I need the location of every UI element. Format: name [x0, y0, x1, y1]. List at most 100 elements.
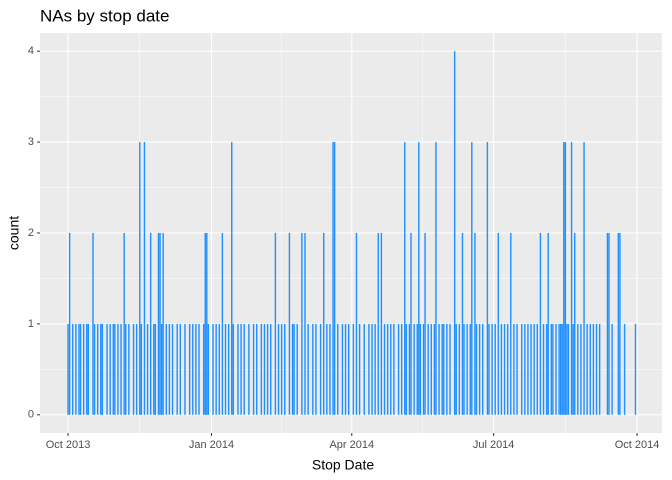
bar — [301, 233, 303, 415]
bar — [149, 233, 152, 415]
bar — [416, 323, 418, 415]
bar — [424, 233, 426, 415]
bar — [405, 323, 408, 415]
bar — [237, 323, 239, 415]
bar — [533, 323, 535, 415]
bar — [617, 233, 620, 415]
bar — [368, 323, 370, 415]
bar — [284, 323, 286, 415]
bar — [79, 323, 82, 415]
bar — [82, 323, 85, 415]
bar — [419, 323, 422, 415]
bar — [332, 142, 334, 415]
bar — [109, 323, 111, 415]
bar — [75, 323, 77, 415]
bar — [347, 323, 350, 415]
bar — [221, 233, 224, 415]
bar — [67, 323, 69, 415]
bar — [471, 142, 473, 415]
bar — [583, 142, 585, 415]
bar — [530, 323, 532, 415]
bar — [474, 233, 476, 415]
bar — [154, 323, 157, 415]
bar — [374, 323, 376, 415]
bar — [390, 323, 392, 415]
bar — [96, 323, 99, 415]
bar — [574, 233, 576, 415]
bar — [545, 323, 548, 415]
chart-title: NAs by stop date — [40, 6, 169, 25]
y-tick-label: 2 — [28, 227, 34, 239]
bar — [393, 323, 395, 415]
bar — [86, 323, 88, 415]
bar — [358, 323, 361, 415]
bar — [139, 142, 141, 415]
y-tick-label: 4 — [28, 45, 34, 57]
bar — [443, 323, 445, 415]
bar — [510, 233, 512, 415]
bar — [248, 323, 250, 415]
bar — [503, 323, 506, 415]
bar — [192, 323, 194, 415]
y-tick-label: 1 — [28, 318, 34, 330]
bar — [506, 323, 509, 415]
bar — [288, 233, 291, 415]
bar — [159, 233, 161, 415]
bar — [438, 323, 440, 415]
bar — [592, 323, 595, 415]
bar — [146, 323, 149, 415]
bar — [577, 323, 579, 415]
bar — [227, 323, 230, 415]
bar — [408, 323, 411, 415]
bar — [132, 323, 135, 415]
bar — [341, 323, 344, 415]
bar — [555, 323, 557, 415]
bar — [461, 233, 464, 415]
bar — [162, 233, 164, 415]
bar — [165, 323, 167, 415]
bar — [542, 323, 545, 415]
bar — [123, 233, 125, 415]
bar — [140, 323, 143, 415]
bar — [561, 323, 563, 415]
bar — [323, 233, 325, 415]
bar — [634, 323, 637, 415]
bar — [563, 142, 565, 415]
bar — [72, 323, 74, 415]
bar — [198, 323, 200, 415]
bar — [352, 323, 355, 415]
bar — [293, 323, 295, 415]
x-axis-title: Stop Date — [312, 457, 374, 473]
bar — [446, 323, 448, 415]
bar — [171, 323, 174, 415]
bar — [564, 142, 567, 415]
x-tick-label: Apr 2014 — [329, 439, 374, 451]
bar — [516, 323, 518, 415]
bar — [68, 233, 71, 415]
bar — [623, 323, 626, 415]
bar — [598, 323, 601, 415]
bar — [263, 323, 266, 415]
bar — [202, 323, 205, 415]
bar — [160, 323, 163, 415]
bar — [135, 323, 138, 415]
bar — [319, 323, 322, 415]
bar — [266, 323, 269, 415]
y-tick-label: 3 — [28, 136, 34, 148]
bar — [207, 323, 210, 415]
bar — [552, 323, 554, 415]
bar — [380, 233, 383, 415]
bar — [312, 323, 314, 415]
x-tick-label: Jul 2014 — [473, 439, 515, 451]
bar — [383, 323, 386, 415]
bar — [497, 233, 500, 415]
bar — [218, 323, 220, 415]
bar — [539, 233, 542, 415]
bar — [260, 323, 263, 415]
bar — [566, 323, 568, 415]
bar — [619, 233, 621, 415]
bar — [128, 323, 130, 415]
bar — [580, 323, 582, 415]
x-tick-label: Oct 2014 — [615, 439, 660, 451]
bar — [418, 142, 420, 415]
